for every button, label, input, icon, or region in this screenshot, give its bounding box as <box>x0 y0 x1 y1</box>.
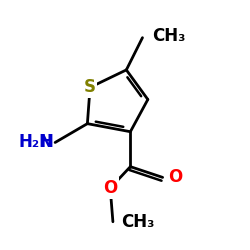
Text: CH₃: CH₃ <box>152 27 185 45</box>
Text: H₂N: H₂N <box>19 134 54 152</box>
Text: S: S <box>84 78 96 96</box>
Text: CH₃: CH₃ <box>121 213 154 231</box>
Text: H: H <box>40 134 54 152</box>
Text: O: O <box>103 179 117 197</box>
Text: O: O <box>168 168 182 186</box>
